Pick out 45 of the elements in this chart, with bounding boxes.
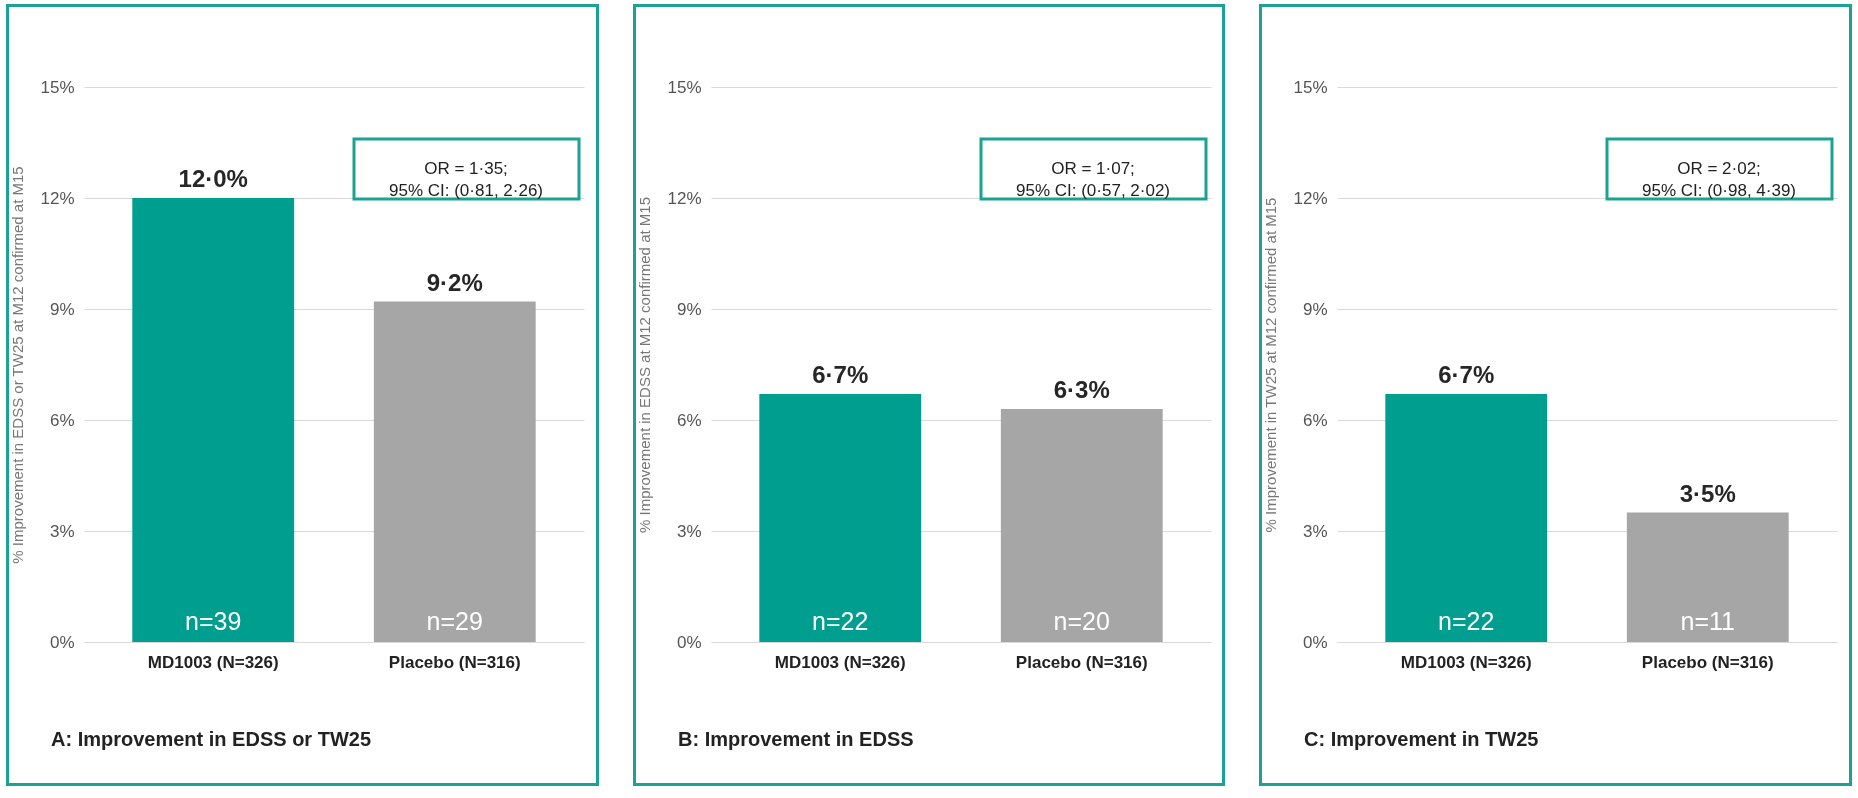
x-tick-label: MD1003 (N=326)	[1401, 652, 1533, 672]
data-label: 12·0%	[178, 165, 248, 192]
y-tick-label: 3%	[1303, 521, 1328, 541]
x-tick-label: Placebo (N=316)	[388, 652, 521, 672]
y-tick-label: 9%	[676, 299, 702, 319]
annotation: OR = 2·02; 95% CI: (0·98, 4·39)	[1642, 159, 1797, 200]
y-tick-label: 6%	[1303, 410, 1328, 430]
x-tick-label: Placebo (N=316)	[1015, 652, 1148, 672]
y-tick-label: 0%	[1303, 632, 1328, 652]
x-tick-label: Placebo (N=316)	[1642, 652, 1775, 672]
y-tick-label: 12%	[1293, 188, 1328, 208]
y-tick-label: 6%	[49, 410, 75, 430]
y-tick-label: 9%	[49, 299, 75, 319]
data-label: 6·3%	[1053, 375, 1110, 403]
y-tick-label: 6%	[676, 410, 702, 430]
annotation: OR = 1·35; 95% CI: (0·81, 2·26)	[388, 159, 544, 200]
y-tick-label: 9%	[1303, 299, 1328, 319]
y-axis-title: % Improvement in TW25 at M12 confirmed at M15	[1262, 197, 1280, 533]
text: B: Improvement in EDSS	[677, 728, 914, 750]
data-label: 9·2%	[426, 268, 483, 296]
text: A: Improvement in EDSS or TW25	[50, 728, 372, 750]
y-tick-label: 12%	[667, 188, 702, 208]
y-tick-label: 3%	[49, 521, 75, 541]
data-label: 6·7%	[1438, 361, 1495, 389]
text: C: Improvement in TW25	[1304, 728, 1539, 750]
y-tick-label: 15%	[40, 77, 75, 97]
data-label: 3·5%	[1680, 479, 1737, 507]
annotation: n=22	[811, 607, 869, 635]
y-tick-label: 12%	[40, 188, 75, 208]
annotation: n=39	[185, 607, 242, 635]
x-tick-label: MD1003 (N=326)	[147, 652, 279, 672]
annotation: n=22	[1438, 607, 1495, 635]
annotation: OR = 1·07; 95% CI: (0·57, 2·02)	[1015, 159, 1170, 200]
data-label: 6·7%	[811, 361, 868, 389]
y-axis-title: % Improvement in EDSS at M12 confirmed at M15	[636, 197, 654, 533]
annotation: n=29	[426, 607, 483, 635]
y-tick-label: 0%	[676, 632, 702, 652]
y-tick-label: 3%	[676, 521, 702, 541]
y-tick-label: 15%	[667, 77, 702, 97]
annotation: n=11	[1680, 607, 1736, 635]
y-axis-title: % Improvement in EDSS or TW25 at M12 confirmed at M15	[9, 166, 27, 564]
y-tick-label: 15%	[1293, 77, 1328, 97]
x-tick-label: MD1003 (N=326)	[774, 652, 906, 672]
y-tick-label: 0%	[49, 632, 75, 652]
annotation: n=20	[1053, 607, 1110, 635]
